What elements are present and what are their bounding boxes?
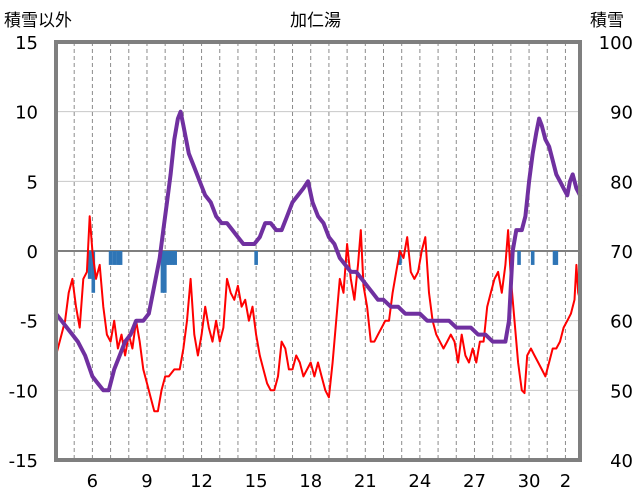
snowfall-bar [91,251,96,293]
x-tick-label: 2 [560,471,571,492]
right-axis-label: 積雪 [590,11,624,31]
snowfall-bar [118,251,123,265]
snowfall-bar [517,251,521,265]
x-tick-label: 6 [87,471,98,492]
right-tick-label: 40 [610,451,633,472]
temperature-line [55,215,581,413]
snowfall-bar [112,251,117,265]
snowfall-bar [173,251,177,265]
snowfall-bar [87,251,92,279]
right-tick-label: 90 [610,103,633,124]
x-tick-label: 9 [141,471,152,492]
snowfall-bar [116,251,120,265]
snowfall-bar [160,251,165,293]
left-tick-label: 5 [27,172,38,193]
x-tick-label: 30 [518,471,541,492]
x-tick-label: 24 [408,471,431,492]
right-tick-label: 50 [610,381,633,402]
left-axis-label: 積雪以外 [4,11,72,31]
snowfall-bar [165,251,169,265]
x-tick-label: 21 [354,471,377,492]
snowfall-bar [108,251,113,265]
plot-frame [54,40,582,462]
snowfall-bar [167,251,172,265]
snowfall-bar [530,251,535,265]
x-tick-label: 27 [463,471,486,492]
x-tick-label: 18 [299,471,322,492]
right-tick-label: 80 [610,172,633,193]
x-tick-label: 12 [190,471,213,492]
left-tick-label: -15 [9,451,38,472]
left-tick-label: -5 [20,312,38,333]
left-tick-label: 10 [15,103,38,124]
snowfall-bar [163,251,167,293]
x-tick-label: 15 [245,471,268,492]
right-tick-label: 60 [610,312,633,333]
right-tick-label: 70 [610,242,633,263]
left-tick-label: 15 [15,33,38,54]
left-tick-label: 0 [27,242,38,263]
left-tick-label: -10 [9,381,38,402]
chart-title: 加仁湯 [290,11,341,31]
snowfall-bar [552,251,557,265]
snowfall-bar [554,251,559,265]
snowfall-bar [170,251,175,265]
snowfall-bar [254,251,258,265]
snowfall-bar [398,251,402,265]
snow-depth-line [54,109,582,393]
right-tick-label: 100 [599,33,633,54]
